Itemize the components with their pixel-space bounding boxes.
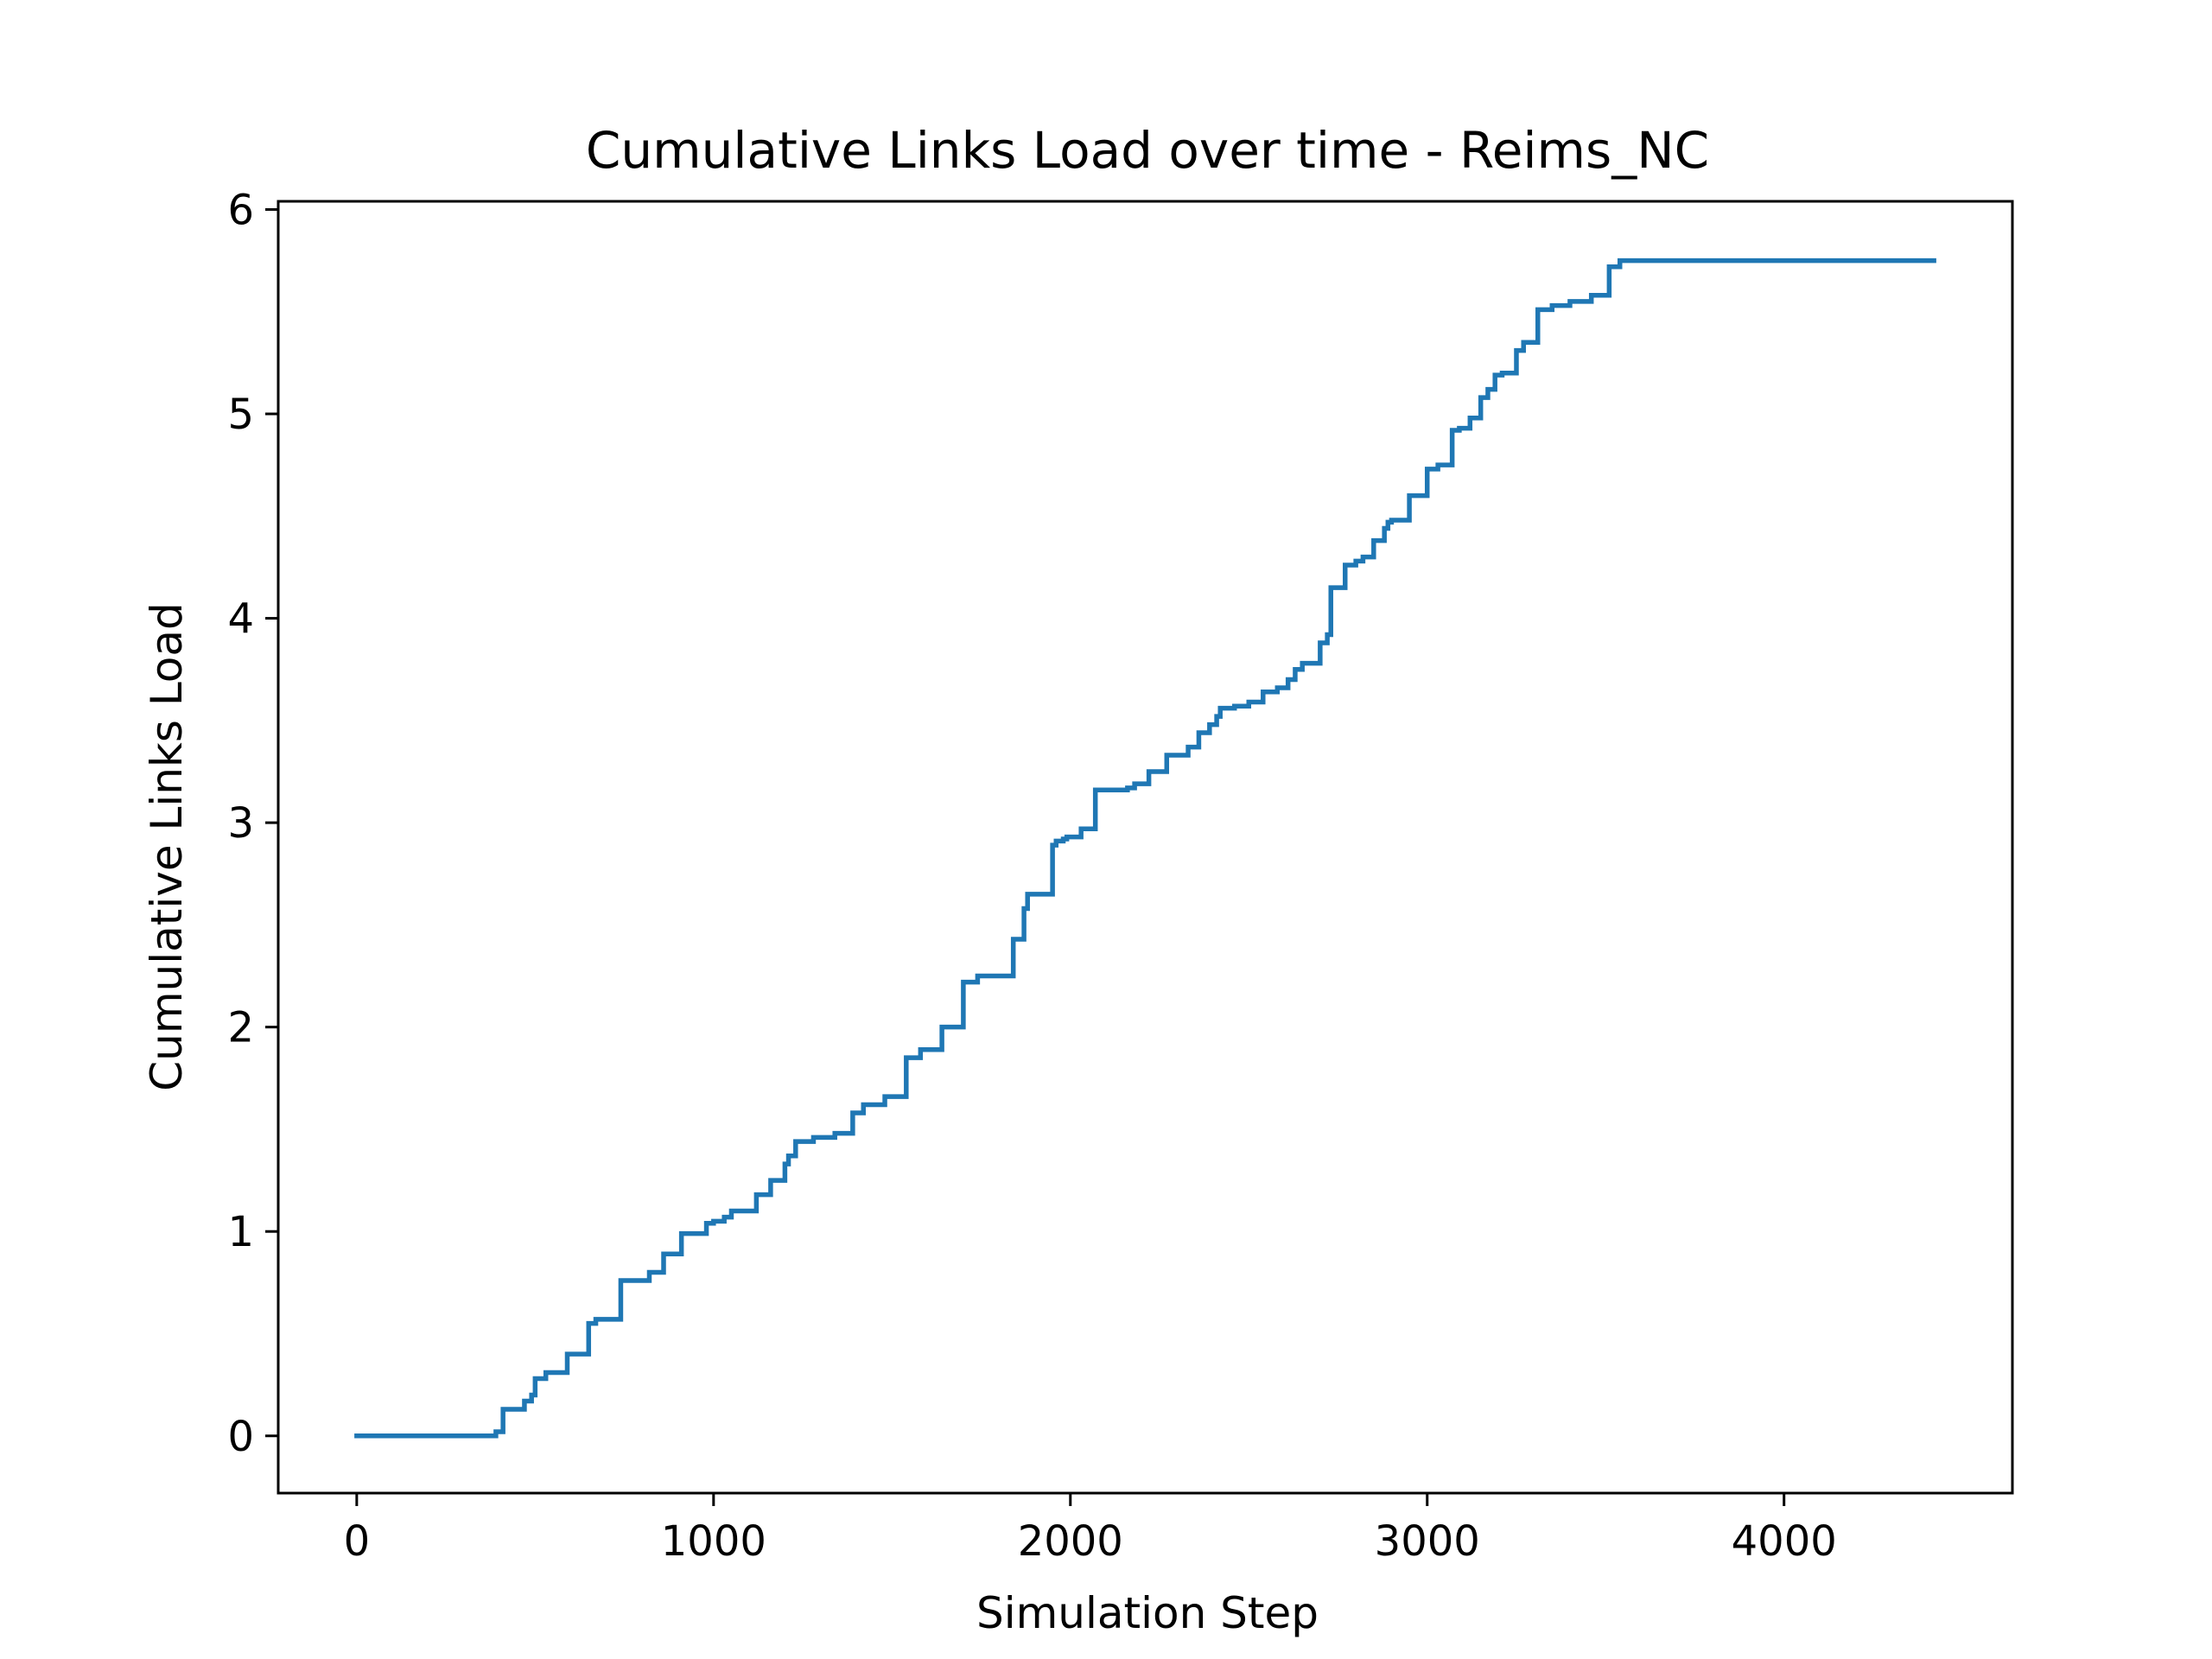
- y-tick-label: 5: [227, 391, 254, 439]
- y-axis-label: Cumulative Links Load: [142, 602, 192, 1091]
- x-tick-label: 0: [344, 1517, 371, 1566]
- x-axis-label: Simulation Step: [976, 1588, 1319, 1638]
- y-tick-label: 0: [227, 1413, 254, 1461]
- y-tick-label: 3: [227, 799, 254, 848]
- series-line-0: [354, 257, 1936, 1439]
- y-tick-label: 2: [227, 1004, 254, 1052]
- chart-title: Cumulative Links Load over time - Reims_…: [586, 121, 1709, 180]
- plot-frame: [276, 200, 2014, 1495]
- plot-area: 0 1000 2000 3000 4000 0 1 2 3 4 5 6: [227, 186, 2014, 1566]
- y-tick-label: 4: [227, 595, 254, 644]
- x-tick-label: 1000: [661, 1517, 766, 1566]
- y-tick-label: 6: [227, 186, 254, 234]
- x-tick-label: 3000: [1375, 1517, 1480, 1566]
- y-tick-label: 1: [227, 1208, 254, 1256]
- x-tick-label: 4000: [1732, 1517, 1837, 1566]
- x-tick-label: 2000: [1018, 1517, 1123, 1566]
